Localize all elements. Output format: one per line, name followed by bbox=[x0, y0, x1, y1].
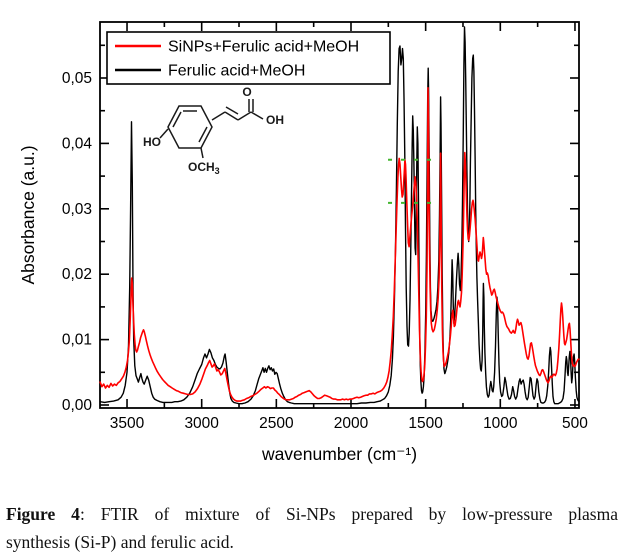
molecule-label-o: O bbox=[242, 85, 251, 99]
benzene-ring bbox=[167, 105, 213, 149]
y-tick-label: 0,00 bbox=[62, 397, 93, 414]
y-tick-label: 0,04 bbox=[62, 135, 93, 152]
x-tick-label: 2000 bbox=[334, 415, 369, 432]
y-tick-label: 0,01 bbox=[62, 332, 92, 349]
legend-item-label: SiNPs+Ferulic acid+MeOH bbox=[168, 39, 359, 56]
figure-caption: Figure 4: FTIR of mixture of Si-NPs prep… bbox=[6, 500, 618, 556]
x-tick-label: 3000 bbox=[184, 415, 219, 432]
series-sinps-ferulic-meoh bbox=[99, 87, 580, 402]
x-tick-label: 2500 bbox=[259, 415, 294, 432]
legend-item-label: Ferulic acid+MeOH bbox=[168, 63, 305, 80]
plot-frame bbox=[99, 21, 580, 409]
legend-box bbox=[106, 31, 391, 85]
caption-line1: Figure 4: FTIR of mixture of Si-NPs prep… bbox=[6, 500, 618, 528]
y-axis-title: Absorbance (a.u.) bbox=[18, 145, 38, 284]
x-tick-label: 500 bbox=[562, 415, 588, 432]
y-tick-label: 0,02 bbox=[62, 266, 92, 283]
caption-line1-text: : FTIR of mixture of Si-NPs prepared by … bbox=[79, 503, 618, 524]
y-tick-label: 0,03 bbox=[62, 201, 92, 218]
molecule-label-ho: HO bbox=[143, 135, 161, 149]
molecule-label-och3: OCH3 bbox=[188, 160, 220, 176]
ferulic-acid-structure: HO OCH3 O OH bbox=[143, 85, 284, 176]
caption-line2: synthesis (Si-P) and ferulic acid. bbox=[6, 531, 234, 552]
caption-figure-number: Figure 4 bbox=[6, 503, 80, 524]
x-tick-label: 1000 bbox=[483, 415, 518, 432]
x-tick-label: 1500 bbox=[408, 415, 443, 432]
chart-svg: HO OCH3 O OH 3500 3000 2500 2000 1500 1000 500… bbox=[18, 21, 588, 464]
molecule-label-oh: OH bbox=[266, 113, 284, 127]
x-axis-title: wavenumber (cm⁻¹) bbox=[261, 444, 417, 464]
x-tick-label: 3500 bbox=[110, 415, 145, 432]
y-tick-label: 0,05 bbox=[62, 70, 92, 87]
ftir-chart: HO OCH3 O OH 3500 3000 2500 2000 1500 1000 500… bbox=[18, 21, 588, 464]
